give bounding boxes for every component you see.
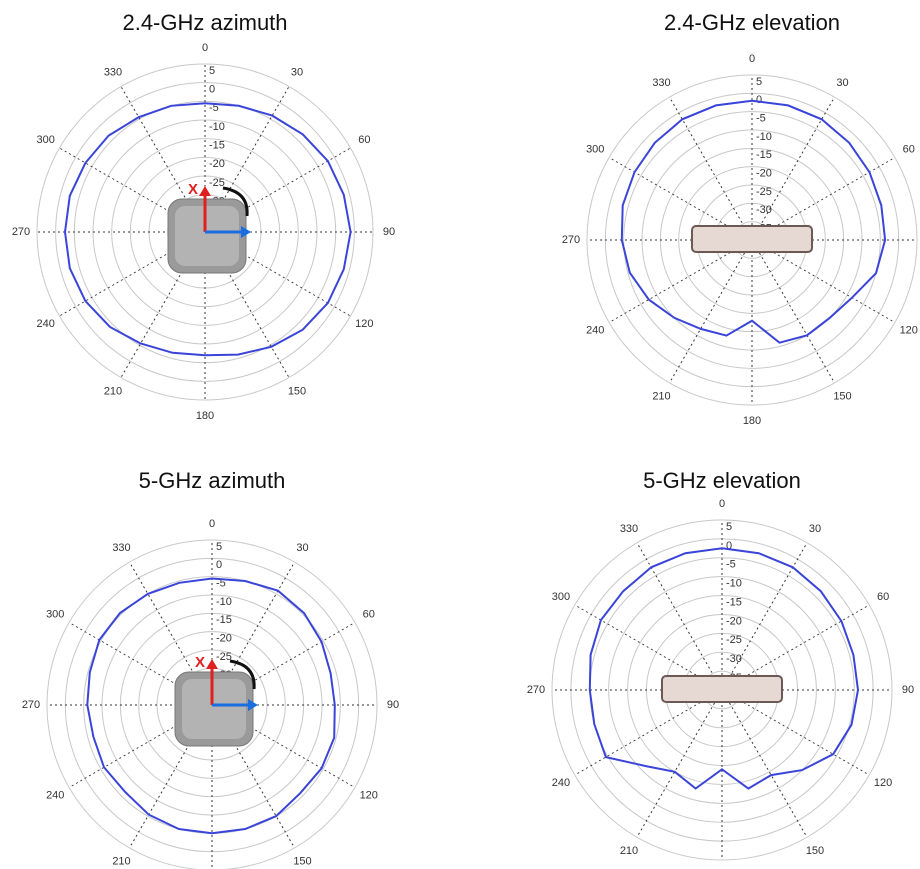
radial-tick-label: -20 <box>726 615 742 627</box>
angle-tick-label: 120 <box>900 324 918 336</box>
radial-tick-label: -25 <box>756 186 772 198</box>
chart-title: 5-GHz azimuth <box>139 468 286 493</box>
angle-tick-label: 150 <box>806 845 824 857</box>
angle-tick-label: 0 <box>719 498 725 510</box>
radial-tick-label: 5 <box>209 65 215 77</box>
radial-tick-label: -5 <box>756 113 766 125</box>
polar-chart: 5-GHz azimuth030609012015018021024027030… <box>22 468 399 869</box>
radial-tick-label: -20 <box>216 633 232 645</box>
polar-chart: 2.4-GHz elevation03060901201501802102402… <box>562 10 920 427</box>
angle-tick-label: 300 <box>46 608 64 620</box>
angle-tick-label: 240 <box>586 324 604 336</box>
radial-tick-label: -30 <box>756 204 772 216</box>
radial-tick-label: -5 <box>726 559 736 571</box>
radial-tick-label: -25 <box>216 651 232 663</box>
angle-tick-label: 30 <box>809 523 821 535</box>
angle-tick-label: 330 <box>104 67 122 79</box>
angle-tick-label: 330 <box>620 523 638 535</box>
polar-chart: 2.4-GHz azimuth 0 30 60 90 120 150 180 210 240 270… <box>12 10 395 422</box>
angle-tick-label: 30 <box>291 67 303 79</box>
radial-tick-label: -10 <box>216 596 232 608</box>
angle-tick-label: 60 <box>363 608 375 620</box>
angle-tick-label: 330 <box>652 77 670 89</box>
polar-chart: 5-GHz elevation0306090120150180210240270… <box>527 468 914 869</box>
chart-title: 2.4-GHz elevation <box>664 10 840 35</box>
axis-annotation: X <box>195 654 205 671</box>
device <box>692 226 812 252</box>
radial-tick-label: -15 <box>209 140 225 152</box>
angle-tick-label: 60 <box>358 134 370 146</box>
radial-tick-label: 5 <box>726 521 732 533</box>
axis-annotation: X <box>188 181 198 198</box>
device-face <box>182 679 246 739</box>
angle-tick-label: 0 <box>749 53 755 65</box>
radial-tick-label: -25 <box>209 177 225 189</box>
angle-tick-label: 60 <box>903 143 915 155</box>
angle-tick-label: 180 <box>196 410 214 422</box>
angle-tick-label: 330 <box>112 542 130 554</box>
angle-tick-label: 270 <box>527 684 545 696</box>
angle-tick-label: 120 <box>355 318 373 330</box>
device <box>662 676 782 702</box>
angle-tick-label: 270 <box>22 699 40 711</box>
chart-title: 2.4-GHz azimuth <box>122 10 287 35</box>
radial-tick-label: 5 <box>216 541 222 553</box>
angle-tick-label: 300 <box>586 143 604 155</box>
chart-title: 5-GHz elevation <box>643 468 801 493</box>
angle-tick-label: 150 <box>293 856 311 868</box>
angle-tick-label: 210 <box>620 845 638 857</box>
radial-tick-label: -15 <box>726 596 742 608</box>
angle-tick-label: 270 <box>12 226 30 238</box>
radial-tick-label: -10 <box>209 121 225 133</box>
angle-tick-label: 150 <box>288 385 306 397</box>
radial-tick-label: -30 <box>726 653 742 665</box>
radial-tick-label: -25 <box>726 634 742 646</box>
angle-tick-label: 90 <box>902 684 914 696</box>
radial-tick-label: 0 <box>756 94 762 106</box>
angle-tick-label: 210 <box>652 391 670 403</box>
angle-tick-label: 90 <box>387 699 399 711</box>
angle-tick-label: 90 <box>383 226 395 238</box>
angle-tick-label: 0 <box>202 42 208 54</box>
radial-tick-label: -20 <box>209 158 225 170</box>
device-face <box>175 206 239 266</box>
radial-tick-label: -15 <box>216 614 232 626</box>
radial-tick-label: -10 <box>726 578 742 590</box>
radial-tick-label: 0 <box>209 84 215 96</box>
angle-tick-label: 120 <box>874 777 892 789</box>
radial-tick-label: 5 <box>756 76 762 88</box>
angle-tick-label: 300 <box>552 591 570 603</box>
angle-tick-label: 270 <box>562 234 580 246</box>
angle-tick-label: 300 <box>36 134 54 146</box>
angle-tick-label: 240 <box>36 318 54 330</box>
angle-tick-label: 240 <box>552 777 570 789</box>
angle-tick-label: 0 <box>209 518 215 530</box>
radial-tick-label: -10 <box>756 131 772 143</box>
angle-tick-label: 240 <box>46 789 64 801</box>
angle-tick-label: 210 <box>104 385 122 397</box>
angle-tick-label: 30 <box>836 77 848 89</box>
angle-tick-label: 180 <box>743 415 761 427</box>
angle-tick-label: 60 <box>877 591 889 603</box>
radial-tick-label: -15 <box>756 149 772 161</box>
angle-tick-label: 30 <box>296 542 308 554</box>
radial-tick-label: 0 <box>216 559 222 571</box>
angle-tick-label: 120 <box>360 789 378 801</box>
radial-tick-label: -20 <box>756 168 772 180</box>
angle-tick-label: 210 <box>112 856 130 868</box>
page: 2.4-GHz azimuth 0 30 60 90 120 150 180 210 240 270… <box>0 0 920 869</box>
angle-tick-label: 150 <box>833 391 851 403</box>
